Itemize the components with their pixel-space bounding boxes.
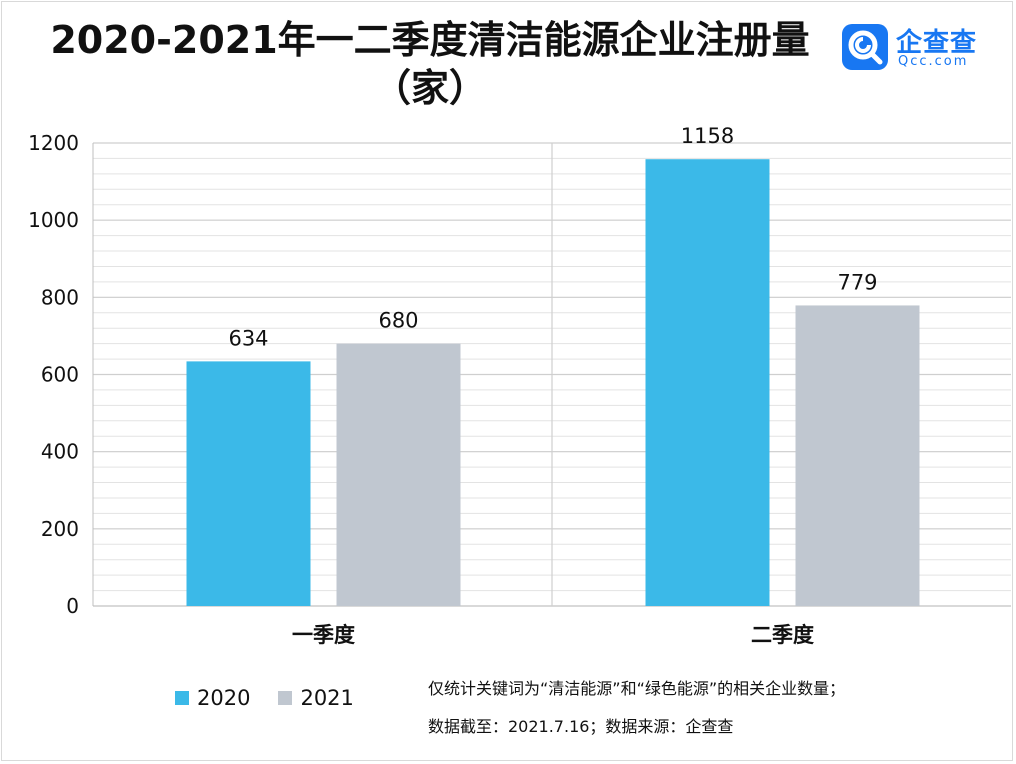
footnote-line-2: 数据截至：2021.7.16；数据来源：企查查 bbox=[428, 717, 734, 736]
bar-2021-2 bbox=[795, 305, 920, 606]
y-tick-label: 1000 bbox=[28, 208, 79, 232]
y-tick-label: 1200 bbox=[28, 131, 79, 155]
x-category-label: 二季度 bbox=[751, 623, 814, 647]
title-line-2: （家） bbox=[372, 66, 487, 110]
title-line-1: 2020-2021年一二季度清洁能源企业注册量 bbox=[50, 18, 810, 62]
legend-item-2020: 2020 bbox=[175, 686, 250, 710]
bar-2020-2 bbox=[645, 159, 770, 606]
footnote-line-1: 仅统计关键词为“清洁能源”和“绿色能源”的相关企业数量； bbox=[428, 679, 846, 698]
data-label-2020-1: 634 bbox=[228, 326, 268, 350]
data-label-2021-1: 680 bbox=[378, 309, 418, 333]
y-tick-label: 0 bbox=[66, 594, 79, 618]
chart-title: 2020-2021年一二季度清洁能源企业注册量 （家） bbox=[20, 16, 840, 112]
data-label-2020-2: 1158 bbox=[681, 124, 734, 148]
logo-domain: Qcc.com bbox=[898, 54, 969, 69]
logo-name: 企查查 bbox=[896, 28, 978, 58]
data-label-2021-2: 779 bbox=[837, 270, 877, 294]
y-tick-label: 200 bbox=[41, 517, 79, 541]
y-tick-label: 400 bbox=[41, 440, 79, 464]
y-tick-label: 800 bbox=[41, 285, 79, 309]
legend-label-2020: 2020 bbox=[197, 686, 251, 710]
legend-swatch-2021 bbox=[278, 691, 293, 705]
legend-swatch-2020 bbox=[175, 691, 189, 705]
magnifier-q-icon bbox=[842, 24, 888, 70]
y-tick-label: 600 bbox=[41, 363, 79, 387]
bar-2020-1 bbox=[186, 361, 311, 606]
x-category-label: 一季度 bbox=[292, 623, 355, 647]
footnote: 仅统计关键词为“清洁能源”和“绿色能源”的相关企业数量； 数据截至：2021.7… bbox=[428, 670, 845, 746]
legend: 2020 2021 bbox=[175, 686, 382, 710]
qcc-logo: 企查查 Qcc.com bbox=[842, 22, 992, 74]
legend-item-2021: 2021 bbox=[278, 686, 354, 710]
bar-2021-1 bbox=[336, 343, 461, 606]
legend-label-2021: 2021 bbox=[300, 686, 354, 710]
